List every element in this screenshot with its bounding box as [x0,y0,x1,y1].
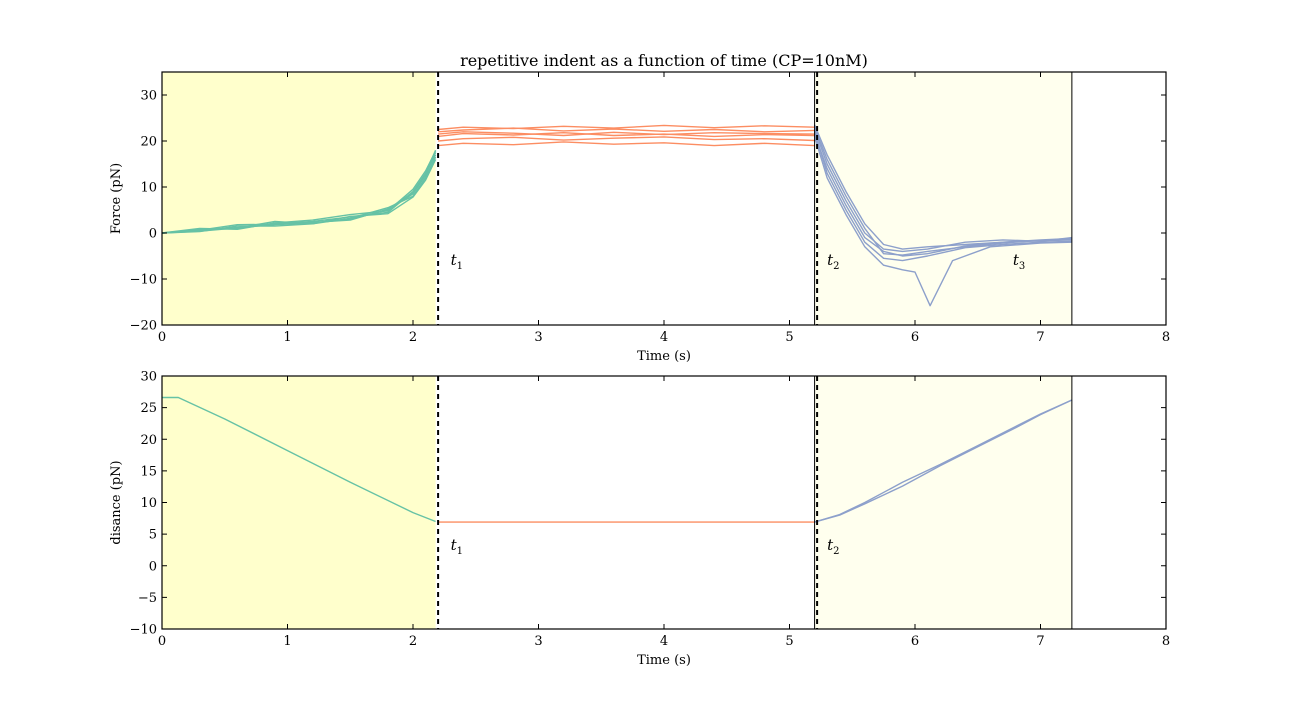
y-tick-label: 10 [140,496,157,511]
y-tick-label: 25 [140,401,157,416]
x-tick-label: 0 [158,330,166,345]
hold-trace-1 [438,136,815,142]
shaded-region-1 [814,376,1072,629]
approach-trace-4 [161,154,437,234]
y-tick-label: −20 [130,319,157,334]
y-axis-label: disance (pN) [109,460,124,544]
y-tick-label: 5 [149,528,157,543]
shaded-region-0 [162,376,436,629]
x-tick-label: 4 [660,330,668,345]
y-tick-label: 15 [140,464,157,479]
x-tick-label: 8 [1162,634,1170,649]
chart-title: repetitive indent as a function of time … [460,51,868,70]
shaded-region-1 [814,72,1072,325]
phase-annotation-subscript: 3 [1019,261,1025,272]
x-tick-label: 0 [158,634,166,649]
x-axis-label: Time (s) [637,349,691,364]
y-tick-label: −10 [130,273,157,288]
x-tick-label: 5 [785,634,793,649]
retract-trace-1 [814,399,1073,523]
y-tick-label: −5 [138,591,157,606]
x-tick-label: 8 [1162,330,1170,345]
x-tick-label: 7 [1036,330,1044,345]
retract-trace-5 [813,136,1072,307]
y-tick-label: 20 [140,135,157,150]
x-tick-label: 1 [283,330,291,345]
y-tick-label: 30 [140,370,157,385]
retract-trace-4 [813,131,1072,262]
phase-annotation-subscript: 2 [833,261,839,272]
x-tick-label: 2 [409,634,417,649]
x-tick-label: 3 [534,634,542,649]
x-tick-label: 7 [1036,634,1044,649]
y-axis-label: Force (pN) [109,163,124,234]
retract-trace-0 [814,399,1073,523]
phase-annotation-0: t1 [451,251,463,272]
y-tick-label: 30 [140,89,157,104]
hold-trace-4 [438,124,815,131]
y-tick-label: 0 [149,227,157,242]
phase-annotation-0: t1 [451,536,463,557]
approach-trace-0 [162,396,436,523]
phase-annotation-subscript: 1 [457,546,463,557]
shaded-region-0 [162,72,436,325]
x-tick-label: 6 [911,634,919,649]
x-tick-label: 4 [660,634,668,649]
hold-trace-0 [438,141,815,147]
y-tick-label: −10 [130,623,157,638]
x-tick-label: 6 [911,330,919,345]
x-tick-label: 5 [785,330,793,345]
x-tick-label: 2 [409,330,417,345]
y-tick-label: 20 [140,433,157,448]
retract-trace-3 [813,133,1072,257]
retract-trace-1 [813,129,1072,253]
x-axis-label: Time (s) [637,653,691,668]
x-tick-label: 1 [283,634,291,649]
y-tick-label: 0 [149,559,157,574]
x-tick-label: 3 [534,330,542,345]
y-tick-label: 10 [140,181,157,196]
hold-trace-5 [438,131,815,137]
phase-annotation-subscript: 2 [833,546,839,557]
phase-annotation-subscript: 1 [457,261,463,272]
hold-trace-3 [438,127,815,133]
approach-trace-5 [161,159,437,234]
hold-trace-2 [438,131,815,138]
